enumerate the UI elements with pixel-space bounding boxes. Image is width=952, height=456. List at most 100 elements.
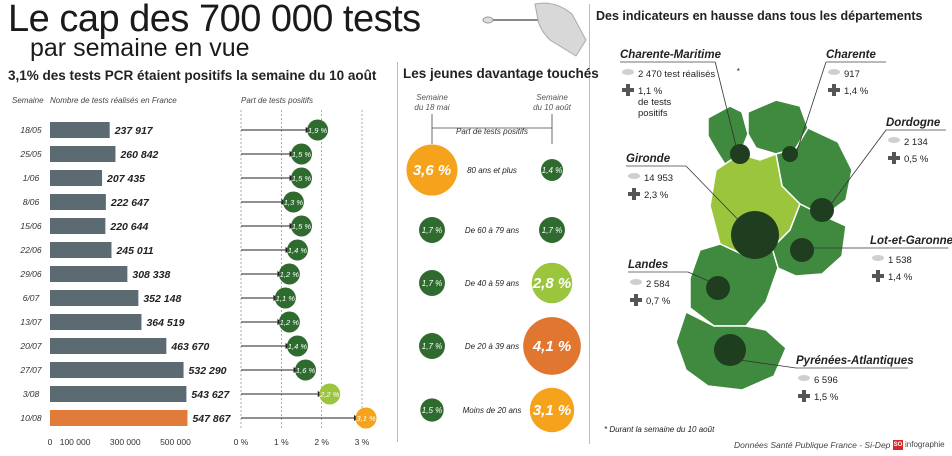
positivity-tick-label: 1 %: [274, 437, 289, 447]
positivity-point: [291, 143, 312, 165]
positivity-value-label: 2,2 %: [319, 390, 340, 399]
leader-line: [687, 271, 721, 287]
bar: [50, 242, 112, 258]
bar-value-label: 222 647: [110, 197, 150, 209]
department-name: Dordogne: [886, 117, 941, 129]
positivity-tick-label: 0 %: [234, 437, 249, 447]
footnote: * Durant la semaine du 10 août: [604, 425, 715, 434]
positivity-value-label: 1,6 %: [296, 366, 316, 375]
week-label: 3/08: [23, 389, 40, 399]
department-map: Charente-Maritime 2 470 test réalisés * 1,1…: [604, 49, 952, 434]
bar-value-label: 543 627: [191, 389, 230, 401]
positivity-point: [274, 287, 296, 309]
positivity-point: [319, 383, 341, 405]
swab-icon: [622, 69, 634, 75]
positivity-value-label: 1,4 %: [288, 246, 308, 255]
bar: [50, 362, 184, 378]
swab-icon: [888, 137, 900, 143]
swab-tip: [482, 16, 494, 24]
department-tests: 14 953: [644, 173, 673, 184]
chart-subtitle: 3,1% des tests PCR étaient positifs la s…: [8, 68, 377, 83]
tests-bar-chart: Semaine Nombre de tests réalisés en Franc…: [12, 96, 377, 447]
bar: [50, 290, 139, 306]
bar: [50, 170, 103, 186]
leader-line: [739, 359, 797, 369]
leader-line: [685, 165, 753, 235]
bar: [50, 386, 187, 402]
department-pct: 0,7 %: [646, 296, 671, 307]
plus-icon: [626, 84, 630, 96]
week-label: 20/07: [19, 341, 42, 351]
department-name: Gironde: [626, 153, 671, 165]
department-circle: [790, 238, 814, 262]
age-bubble-label: 1,7 %: [542, 226, 562, 235]
leader-line: [714, 61, 739, 155]
department-circle: [706, 276, 730, 300]
positivity-point: [291, 167, 312, 189]
department-name: Charente: [826, 49, 876, 61]
positivity-value-label: 1,9 %: [308, 126, 328, 135]
age-group-label: De 40 à 59 ans: [465, 279, 519, 288]
age-bubble: [419, 217, 445, 243]
swab-icon: [630, 279, 642, 285]
positivity-point: [278, 263, 300, 285]
positivity-value-label: 1,5 %: [292, 222, 312, 231]
positivity-point: [291, 215, 312, 237]
bar-value-label: 220 644: [109, 221, 148, 233]
positivity-point: [307, 119, 329, 141]
bar: [50, 266, 128, 282]
plus-icon: [876, 270, 880, 282]
age-bubble: [523, 317, 581, 375]
col2-header-line2: du 10 août: [533, 103, 572, 112]
bar-value-label: 237 917: [114, 125, 154, 137]
positivity-value-label: 1,2 %: [280, 270, 300, 279]
department-name: Landes: [628, 259, 668, 271]
week-label: 8/06: [23, 197, 40, 207]
x-tick-label: 100 000: [60, 437, 91, 447]
page-title-line2: par semaine en vue: [30, 34, 250, 62]
hand-shape: [534, 2, 587, 57]
plus-icon: [832, 84, 836, 96]
brand-name: infographie: [905, 440, 945, 449]
department-tests: 6 596: [814, 375, 838, 386]
plus-icon: [892, 152, 896, 164]
department-pct: 0,5 %: [904, 154, 929, 165]
page-title: Le cap des 700 000 tests: [8, 0, 421, 40]
age-bubble: [420, 398, 444, 422]
department-name: Charente-Maritime: [620, 49, 722, 61]
department-name: Lot-et-Garonne: [870, 235, 952, 247]
bar: [50, 218, 106, 234]
x-tick-label: 0: [48, 437, 53, 447]
age-group-label: Moins de 20 ans: [463, 406, 522, 415]
plus-icon: [802, 390, 806, 402]
x-tick-label: 300 000: [110, 437, 141, 447]
week-label: 13/07: [20, 317, 42, 327]
department-tests: 2 470 test réalisés: [638, 69, 715, 80]
positivity-tick-label: 3 %: [355, 437, 370, 447]
bar-value-label: 207 435: [106, 173, 145, 185]
plus-icon: [632, 188, 636, 200]
age-group-label: De 20 à 39 ans: [465, 342, 519, 351]
week-label: 6/07: [23, 293, 40, 303]
age-bubble: [529, 387, 575, 433]
bar: [50, 410, 188, 426]
swab-icon: [628, 173, 640, 179]
age-bubble-label: 1,7 %: [422, 226, 442, 235]
week-label: 25/05: [19, 149, 42, 159]
age-bubble: [419, 333, 445, 359]
x-axis-label: Nombre de tests réalisés en France: [50, 96, 177, 105]
age-bubble-label: 1,7 %: [422, 342, 442, 351]
week-label: 29/06: [19, 269, 42, 279]
department-circle: [730, 144, 750, 164]
week-column-header: Semaine: [12, 96, 44, 105]
department-circle: [810, 198, 834, 222]
col1-header-line2: du 18 mai: [414, 103, 449, 112]
age-bubble: [406, 144, 458, 196]
bar-value-label: 245 011: [115, 245, 153, 257]
leader-line: [795, 61, 827, 155]
positivity-value-label: 1,2 %: [280, 318, 300, 327]
pct-note: positifs: [638, 108, 668, 119]
bar: [50, 338, 167, 354]
week-label: 1/06: [23, 173, 40, 183]
positivity-point: [355, 407, 377, 429]
